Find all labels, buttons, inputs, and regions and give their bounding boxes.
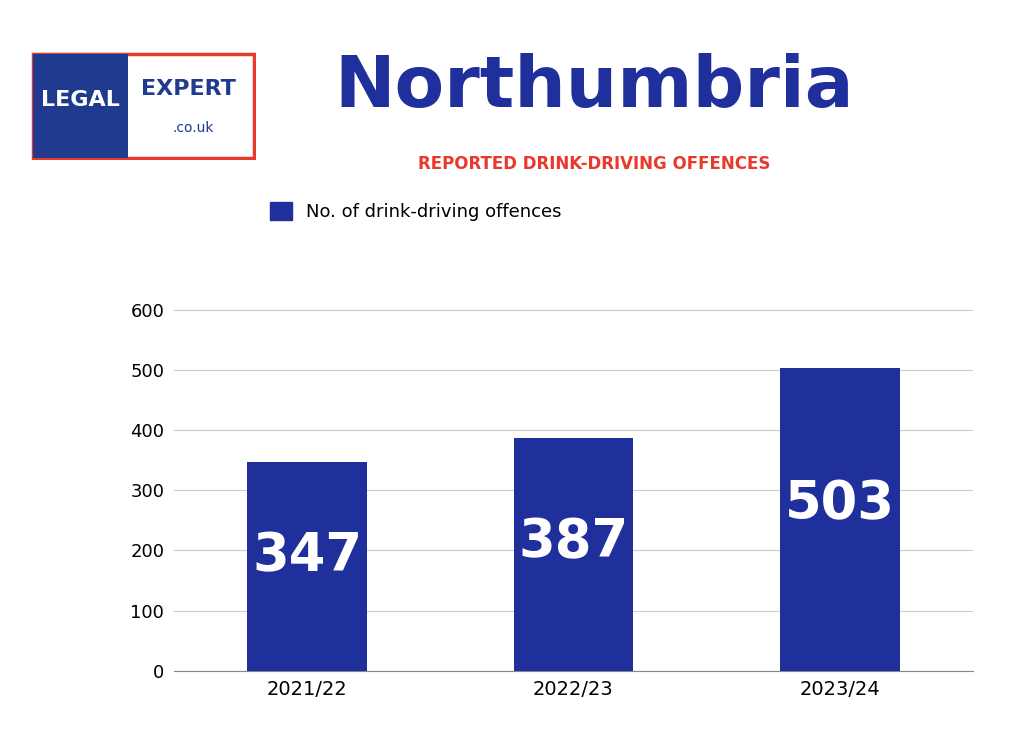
Bar: [780, 368, 900, 671]
Text: REPORTED DRINK-DRIVING OFFENCES: REPORTED DRINK-DRIVING OFFENCES: [418, 155, 770, 173]
Text: LEGAL: LEGAL: [41, 90, 120, 110]
Text: EXPERT: EXPERT: [141, 79, 236, 99]
Bar: [514, 438, 633, 671]
Text: 387: 387: [518, 517, 629, 569]
Text: Northumbria: Northumbria: [334, 53, 854, 122]
FancyBboxPatch shape: [33, 54, 128, 157]
FancyBboxPatch shape: [33, 54, 254, 157]
Legend: No. of drink-driving offences: No. of drink-driving offences: [263, 195, 569, 228]
Bar: [248, 462, 368, 671]
Text: .co.uk: .co.uk: [172, 120, 214, 135]
Text: 503: 503: [784, 478, 895, 530]
Text: 347: 347: [252, 530, 362, 582]
